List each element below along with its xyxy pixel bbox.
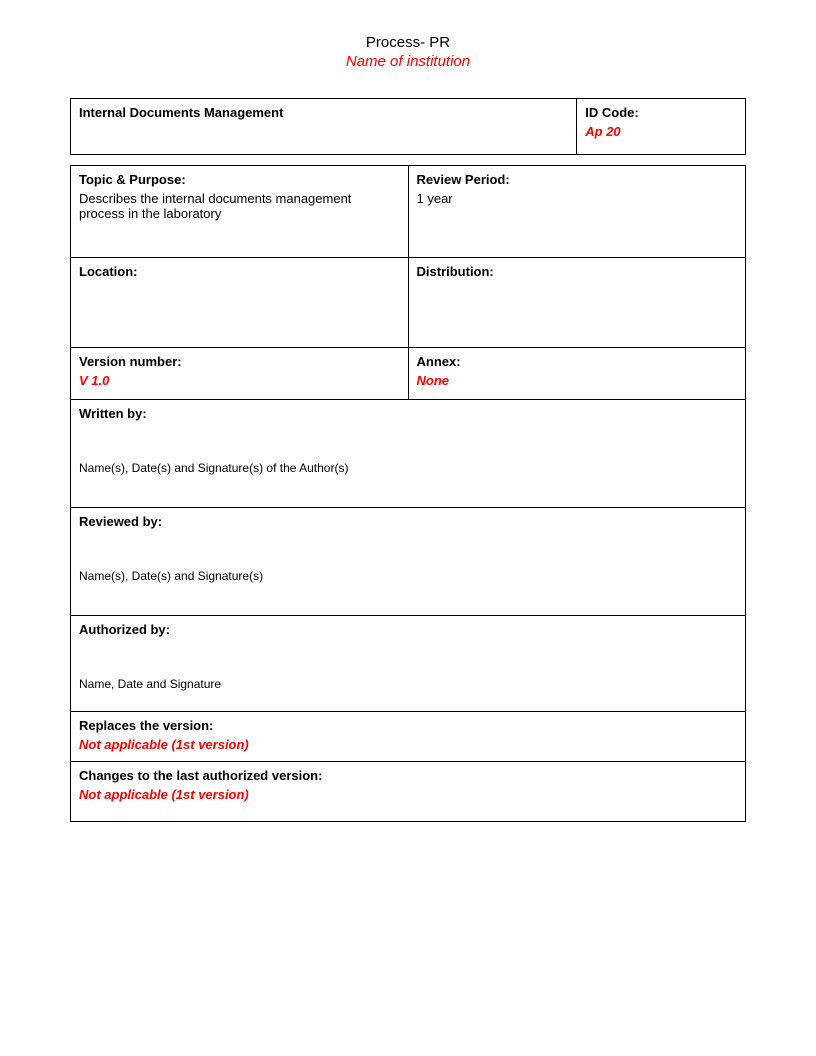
written-by-note: Name(s), Date(s) and Signature(s) of the… <box>79 461 737 475</box>
changes-cell: Changes to the last authorized version: … <box>71 762 746 822</box>
version-number-cell: Version number: V 1.0 <box>71 348 409 400</box>
header-subtitle: Name of institution <box>70 53 746 70</box>
changes-value: Not applicable (1st version) <box>79 787 737 802</box>
document-title-label: Internal Documents Management <box>79 105 283 120</box>
annex-label: Annex: <box>417 354 738 369</box>
authorized-by-label: Authorized by: <box>79 622 737 637</box>
reviewed-by-label: Reviewed by: <box>79 514 737 529</box>
replaces-version-cell: Replaces the version: Not applicable (1s… <box>71 712 746 762</box>
reviewed-by-cell: Reviewed by: Name(s), Date(s) and Signat… <box>71 508 746 616</box>
review-period-value: 1 year <box>417 191 738 206</box>
document-title-cell: Internal Documents Management <box>71 99 577 155</box>
topic-purpose-cell: Topic & Purpose: Describes the internal … <box>71 166 409 258</box>
version-number-label: Version number: <box>79 354 400 369</box>
review-period-label: Review Period: <box>417 172 738 187</box>
reviewed-by-note: Name(s), Date(s) and Signature(s) <box>79 569 737 583</box>
review-period-cell: Review Period: 1 year <box>408 166 746 258</box>
written-by-label: Written by: <box>79 406 737 421</box>
topic-purpose-label: Topic & Purpose: <box>79 172 400 187</box>
location-label: Location: <box>79 264 138 279</box>
topic-purpose-desc: Describes the internal documents managem… <box>79 191 400 221</box>
distribution-label: Distribution: <box>417 264 494 279</box>
replaces-version-value: Not applicable (1st version) <box>79 737 737 752</box>
authorized-by-note: Name, Date and Signature <box>79 677 737 691</box>
location-cell: Location: <box>71 258 409 348</box>
id-code-value: Ap 20 <box>585 124 737 139</box>
document-header: Process- PR Name of institution <box>70 34 746 70</box>
title-id-table: Internal Documents Management ID Code: A… <box>70 98 746 155</box>
authorized-by-cell: Authorized by: Name, Date and Signature <box>71 616 746 712</box>
written-by-cell: Written by: Name(s), Date(s) and Signatu… <box>71 400 746 508</box>
changes-label: Changes to the last authorized version: <box>79 768 737 783</box>
replaces-version-label: Replaces the version: <box>79 718 737 733</box>
annex-value: None <box>417 373 738 388</box>
header-title: Process- PR <box>70 34 746 51</box>
distribution-cell: Distribution: <box>408 258 746 348</box>
version-number-value: V 1.0 <box>79 373 400 388</box>
annex-cell: Annex: None <box>408 348 746 400</box>
main-form-table: Topic & Purpose: Describes the internal … <box>70 165 746 822</box>
id-code-cell: ID Code: Ap 20 <box>577 99 746 155</box>
id-code-label: ID Code: <box>585 105 737 120</box>
